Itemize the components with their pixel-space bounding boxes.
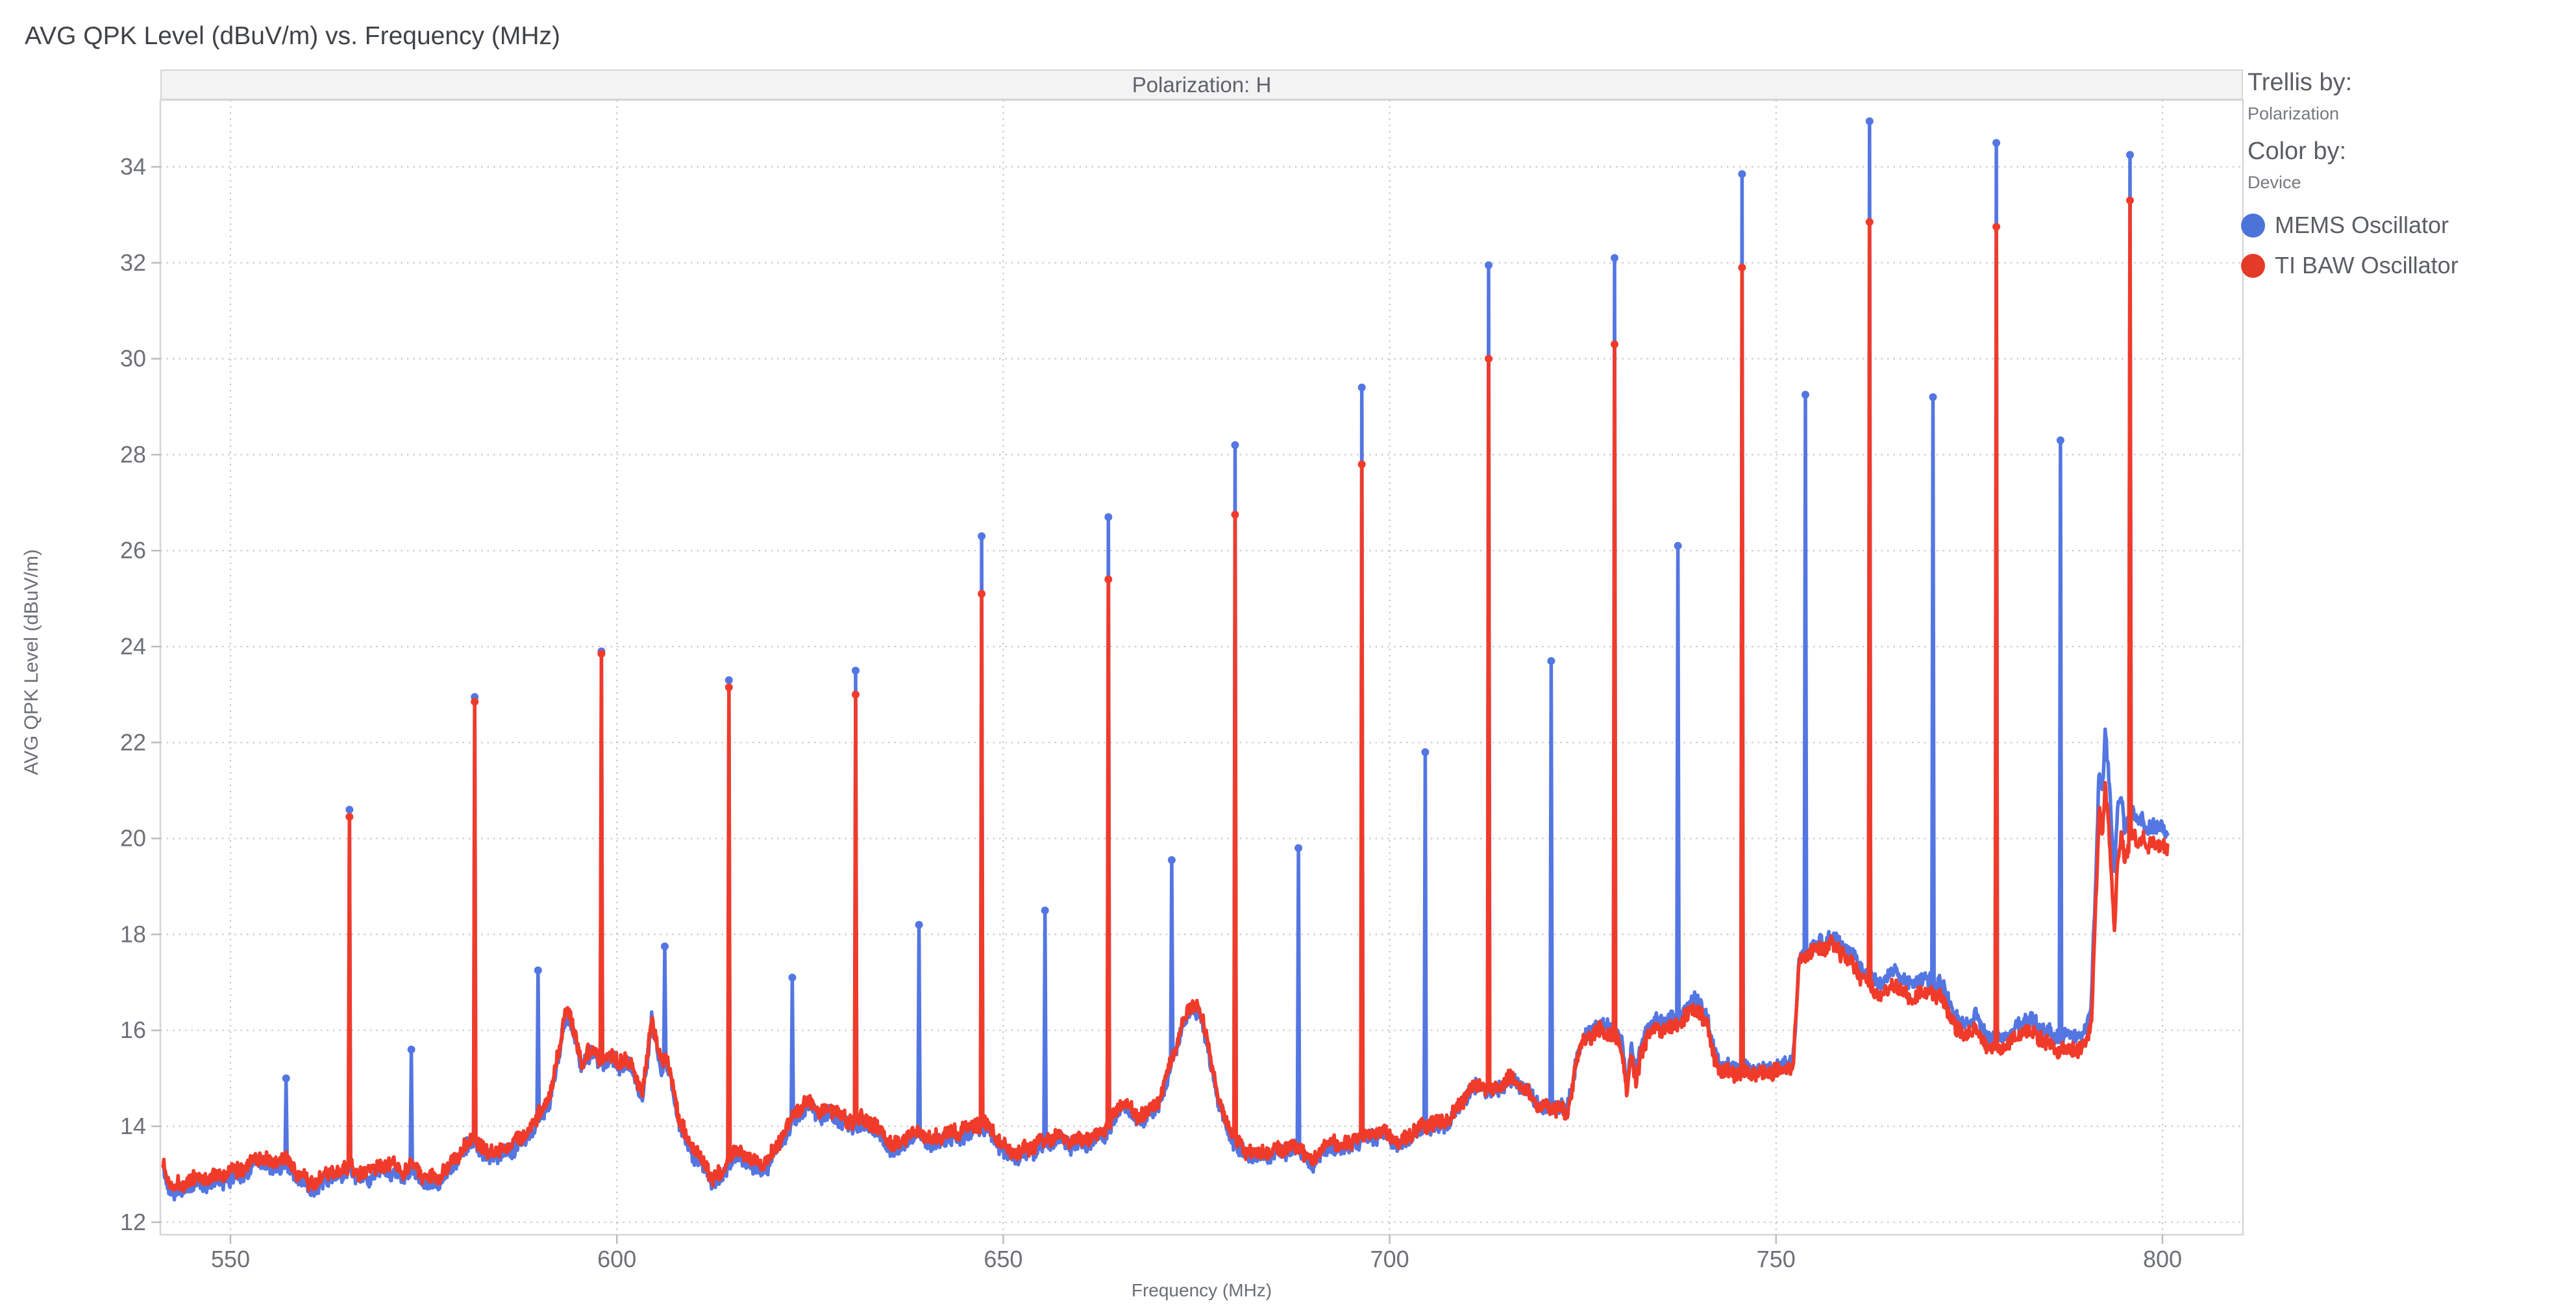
spike-marker-ti-baw	[345, 813, 354, 821]
spike-marker-mems	[1294, 844, 1303, 852]
spike-marker-mems	[788, 973, 797, 982]
spike-marker-ti-baw	[471, 698, 479, 706]
legend-trellis-by-value: Polarization	[2248, 104, 2340, 123]
spike-marker-mems	[978, 532, 986, 540]
y-tick-label: 26	[120, 537, 146, 563]
spike-marker-mems	[1231, 441, 1239, 449]
spike-marker-ti-baw	[1865, 218, 1874, 226]
legend-color-by-value: Device	[2248, 173, 2301, 192]
x-tick-label: 650	[984, 1246, 1022, 1272]
y-tick-label: 34	[120, 153, 146, 180]
spike-marker-mems	[915, 921, 923, 929]
spike-marker-ti-baw	[1231, 510, 1239, 519]
spike-marker-mems	[1041, 906, 1049, 915]
x-tick-label: 700	[1370, 1246, 1409, 1272]
spike-marker-ti-baw	[2126, 196, 2134, 204]
spike-marker-ti-baw	[1357, 460, 1366, 469]
x-tick-label: 550	[211, 1246, 250, 1272]
spike-marker-mems	[407, 1045, 415, 1054]
spike-marker-mems	[852, 667, 860, 674]
spike-marker-ti-baw	[597, 650, 606, 658]
spike-marker-ti-baw	[1738, 264, 1746, 272]
y-tick-label: 18	[120, 921, 146, 947]
x-tick-label: 750	[1757, 1246, 1796, 1272]
mems-swatch-icon	[2241, 213, 2265, 238]
spike-marker-mems	[1802, 391, 1809, 399]
y-tick-label: 12	[120, 1209, 146, 1235]
spike-marker-mems	[1357, 383, 1366, 391]
y-tick-label: 28	[120, 441, 146, 467]
y-axis-title: AVG QPK Level (dBuV/m)	[21, 549, 42, 775]
spike-marker-mems	[1738, 170, 1746, 179]
spike-marker-mems	[282, 1074, 290, 1083]
y-tick-label: 30	[120, 345, 146, 372]
spike-marker-mems	[2056, 436, 2064, 445]
y-tick-label: 20	[120, 825, 146, 852]
spike-marker-ti-baw	[852, 690, 860, 698]
spike-marker-ti-baw	[1611, 340, 1618, 349]
x-tick-label: 600	[597, 1246, 636, 1272]
legend-item-ti-baw[interactable]: TI BAW Oscillator	[2241, 252, 2458, 279]
spike-marker-mems	[1104, 513, 1113, 521]
spike-marker-mems	[345, 806, 354, 814]
spike-marker-ti-baw	[724, 683, 733, 691]
plot-area-border	[159, 99, 2244, 1236]
legend-item-mems-label: MEMS Oscillator	[2275, 212, 2449, 238]
spike-marker-mems	[1485, 261, 1492, 269]
spike-marker-mems	[1674, 541, 1682, 550]
spike-marker-mems	[1992, 139, 2001, 147]
spike-marker-mems	[1421, 748, 1430, 756]
y-tick-label: 22	[120, 729, 146, 756]
spike-marker-ti-baw	[978, 589, 986, 598]
legend-trellis-by-heading: Trellis by:	[2248, 69, 2353, 96]
y-tick-label: 32	[120, 249, 146, 276]
spike-marker-mems	[1611, 254, 1618, 262]
series-line-ti-baw	[161, 198, 2170, 1193]
spike-marker-ti-baw	[1485, 354, 1492, 363]
spike-marker-mems	[661, 942, 669, 950]
spike-marker-ti-baw	[1992, 223, 2001, 231]
y-tick-label: 16	[120, 1017, 146, 1043]
spike-marker-mems	[2126, 151, 2134, 159]
legend-item-mems[interactable]: MEMS Oscillator	[2241, 212, 2449, 239]
trellis-header: Polarization: H	[160, 69, 2243, 100]
spike-marker-mems	[1865, 117, 1874, 125]
spike-marker-mems	[724, 676, 733, 684]
legend-item-ti-baw-label: TI BAW Oscillator	[2275, 252, 2458, 278]
chart-title: AVG QPK Level (dBuV/m) vs. Frequency (MH…	[25, 22, 560, 50]
trellis-header-label: Polarization: H	[1132, 72, 1272, 97]
x-axis-title: Frequency (MHz)	[1131, 1280, 1272, 1300]
spike-marker-mems	[1167, 856, 1176, 864]
spike-marker-mems	[534, 966, 542, 974]
spike-marker-mems	[1547, 657, 1555, 665]
x-tick-label: 800	[2143, 1246, 2182, 1272]
spike-marker-ti-baw	[1104, 575, 1113, 584]
spike-marker-mems	[1929, 393, 1937, 401]
legend-color-by-heading: Color by:	[2248, 138, 2347, 165]
y-tick-label: 24	[120, 633, 146, 660]
y-tick-label: 14	[120, 1113, 146, 1139]
ti-baw-swatch-icon	[2241, 253, 2265, 278]
